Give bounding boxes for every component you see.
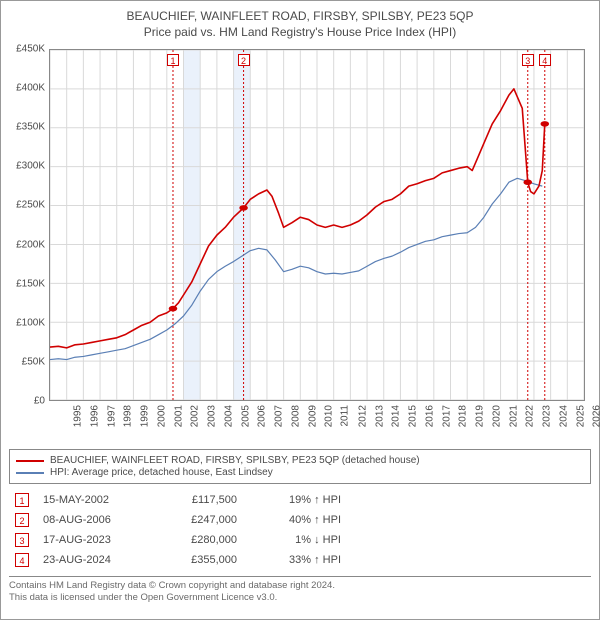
legend-row: HPI: Average price, detached house, East… (16, 467, 584, 478)
x-tick-label: 2018 (458, 405, 469, 427)
y-tick-label: £450K (16, 44, 45, 55)
transaction-price: £355,000 (157, 554, 237, 566)
title-subtitle: Price paid vs. HM Land Registry's House … (9, 25, 591, 39)
x-axis-labels: 1995 1996 1997 1998 1999 2000 2001 2002 2003 2004… (49, 403, 585, 443)
x-tick-label: 2022 (525, 405, 536, 427)
x-tick-label: 2026 (592, 405, 600, 427)
x-tick-label: 2004 (223, 405, 234, 427)
transaction-marker: 4 (15, 553, 29, 567)
x-tick-label: 2009 (307, 405, 318, 427)
x-tick-label: 2017 (441, 405, 452, 427)
transaction-date: 23-AUG-2024 (43, 554, 143, 566)
y-tick-label: £400K (16, 83, 45, 94)
x-tick-label: 2020 (491, 405, 502, 427)
y-tick-label: £150K (16, 278, 45, 289)
legend-row: BEAUCHIEF, WAINFLEET ROAD, FIRSBY, SPILS… (16, 455, 584, 466)
x-tick-label: 1997 (106, 405, 117, 427)
x-tick-label: 2007 (273, 405, 284, 427)
x-tick-label: 2010 (324, 405, 335, 427)
transaction-date: 15-MAY-2002 (43, 494, 143, 506)
x-tick-label: 2016 (424, 405, 435, 427)
transaction-row: 2 08-AUG-2006 £247,000 40% ↑ HPI (9, 510, 591, 530)
x-tick-label: 1998 (123, 405, 134, 427)
y-tick-label: £0 (34, 396, 45, 407)
x-tick-label: 2006 (257, 405, 268, 427)
x-tick-label: 2013 (374, 405, 385, 427)
x-tick-label: 2002 (190, 405, 201, 427)
x-tick-label: 2005 (240, 405, 251, 427)
x-tick-label: 2019 (474, 405, 485, 427)
x-tick-label: 2011 (340, 405, 351, 427)
y-tick-label: £100K (16, 317, 45, 328)
legend-label: BEAUCHIEF, WAINFLEET ROAD, FIRSBY, SPILS… (50, 455, 420, 466)
plot-svg (50, 50, 584, 400)
x-tick-label: 2012 (357, 405, 368, 427)
x-tick-label: 2003 (206, 405, 217, 427)
x-tick-label: 1999 (139, 405, 150, 427)
transaction-marker: 2 (15, 513, 29, 527)
title-address: BEAUCHIEF, WAINFLEET ROAD, FIRSBY, SPILS… (9, 9, 591, 23)
x-tick-label: 2021 (508, 405, 519, 427)
x-tick-label: 2015 (407, 405, 418, 427)
x-tick-label: 1995 (72, 405, 83, 427)
y-axis-labels: £0 £50K £100K £150K £200K £250K £300K £350K £400… (9, 43, 47, 421)
y-tick-label: £300K (16, 161, 45, 172)
transaction-marker: 3 (15, 533, 29, 547)
y-tick-label: £200K (16, 239, 45, 250)
sale-marker-4: 4 (539, 54, 551, 66)
transaction-price: £117,500 (157, 494, 237, 506)
x-tick-label: 2000 (156, 405, 167, 427)
y-tick-label: £50K (22, 356, 45, 367)
y-tick-label: £350K (16, 122, 45, 133)
legend: BEAUCHIEF, WAINFLEET ROAD, FIRSBY, SPILS… (9, 449, 591, 484)
transaction-row: 1 15-MAY-2002 £117,500 19% ↑ HPI (9, 490, 591, 510)
legend-label: HPI: Average price, detached house, East… (50, 467, 273, 478)
titles: BEAUCHIEF, WAINFLEET ROAD, FIRSBY, SPILS… (9, 9, 591, 39)
x-tick-label: 2014 (391, 405, 402, 427)
transaction-vs-hpi: 1% ↓ HPI (251, 534, 341, 546)
x-tick-label: 2001 (173, 405, 184, 427)
plot-area: 1 2 34 (49, 49, 585, 401)
transaction-vs-hpi: 33% ↑ HPI (251, 554, 341, 566)
x-tick-label: 2023 (541, 405, 552, 427)
footer-line-2: This data is licensed under the Open Gov… (9, 592, 591, 604)
figure-container: BEAUCHIEF, WAINFLEET ROAD, FIRSBY, SPILS… (0, 0, 600, 620)
footer: Contains HM Land Registry data © Crown c… (9, 576, 591, 605)
transaction-row: 3 17-AUG-2023 £280,000 1% ↓ HPI (9, 530, 591, 550)
sale-marker-3: 3 (522, 54, 534, 66)
chart-area: £0 £50K £100K £150K £200K £250K £300K £350K £400… (9, 43, 591, 421)
legend-swatch (16, 472, 44, 474)
transaction-date: 17-AUG-2023 (43, 534, 143, 546)
x-tick-label: 1996 (89, 405, 100, 427)
x-tick-label: 2008 (290, 405, 301, 427)
transaction-marker: 1 (15, 493, 29, 507)
sale-marker-2: 2 (238, 54, 250, 66)
transaction-vs-hpi: 40% ↑ HPI (251, 514, 341, 526)
legend-swatch (16, 460, 44, 462)
transaction-price: £247,000 (157, 514, 237, 526)
y-tick-label: £250K (16, 200, 45, 211)
transactions-table: 1 15-MAY-2002 £117,500 19% ↑ HPI 2 08-AUG-200… (9, 490, 591, 570)
transaction-vs-hpi: 19% ↑ HPI (251, 494, 341, 506)
footer-line-1: Contains HM Land Registry data © Crown c… (9, 580, 591, 592)
transaction-price: £280,000 (157, 534, 237, 546)
x-tick-label: 2024 (558, 405, 569, 427)
transaction-row: 4 23-AUG-2024 £355,000 33% ↑ HPI (9, 550, 591, 570)
x-tick-label: 2025 (575, 405, 586, 427)
transaction-date: 08-AUG-2006 (43, 514, 143, 526)
sale-marker-1: 1 (167, 54, 179, 66)
